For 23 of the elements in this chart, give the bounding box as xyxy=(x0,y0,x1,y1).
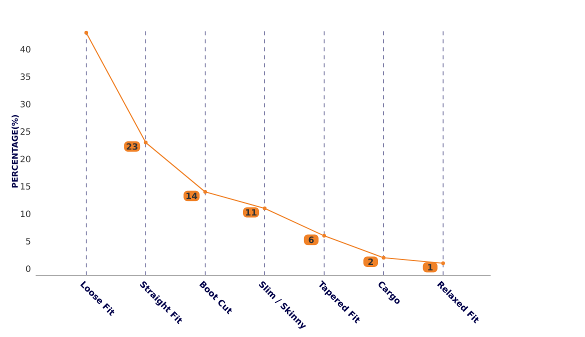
point xyxy=(441,261,445,266)
y-tick-label: 30 xyxy=(20,100,30,108)
data-label: 14 xyxy=(186,192,198,199)
y-tick-label: 40 xyxy=(20,46,30,52)
point xyxy=(262,206,267,210)
y-axis-title: PERCENTAGE(%) xyxy=(12,114,19,188)
point xyxy=(203,190,208,194)
y-tick-label: 15 xyxy=(20,183,30,190)
y-tick-label: 20 xyxy=(20,156,30,162)
point xyxy=(382,256,386,260)
y-tick-label: 5 xyxy=(26,238,30,244)
y-tick-label: 35 xyxy=(20,73,30,80)
data-label: 2 xyxy=(368,258,373,265)
y-tick-label: 0 xyxy=(26,265,30,272)
data-label: 11 xyxy=(246,209,256,216)
data-label: 6 xyxy=(308,236,314,243)
point xyxy=(144,140,148,144)
point xyxy=(84,30,88,35)
y-tick-label: 10 xyxy=(20,210,30,218)
point xyxy=(322,234,326,238)
y-tick-label: 25 xyxy=(20,128,30,135)
data-label: 1 xyxy=(428,264,433,270)
data-label: 23 xyxy=(126,143,138,150)
